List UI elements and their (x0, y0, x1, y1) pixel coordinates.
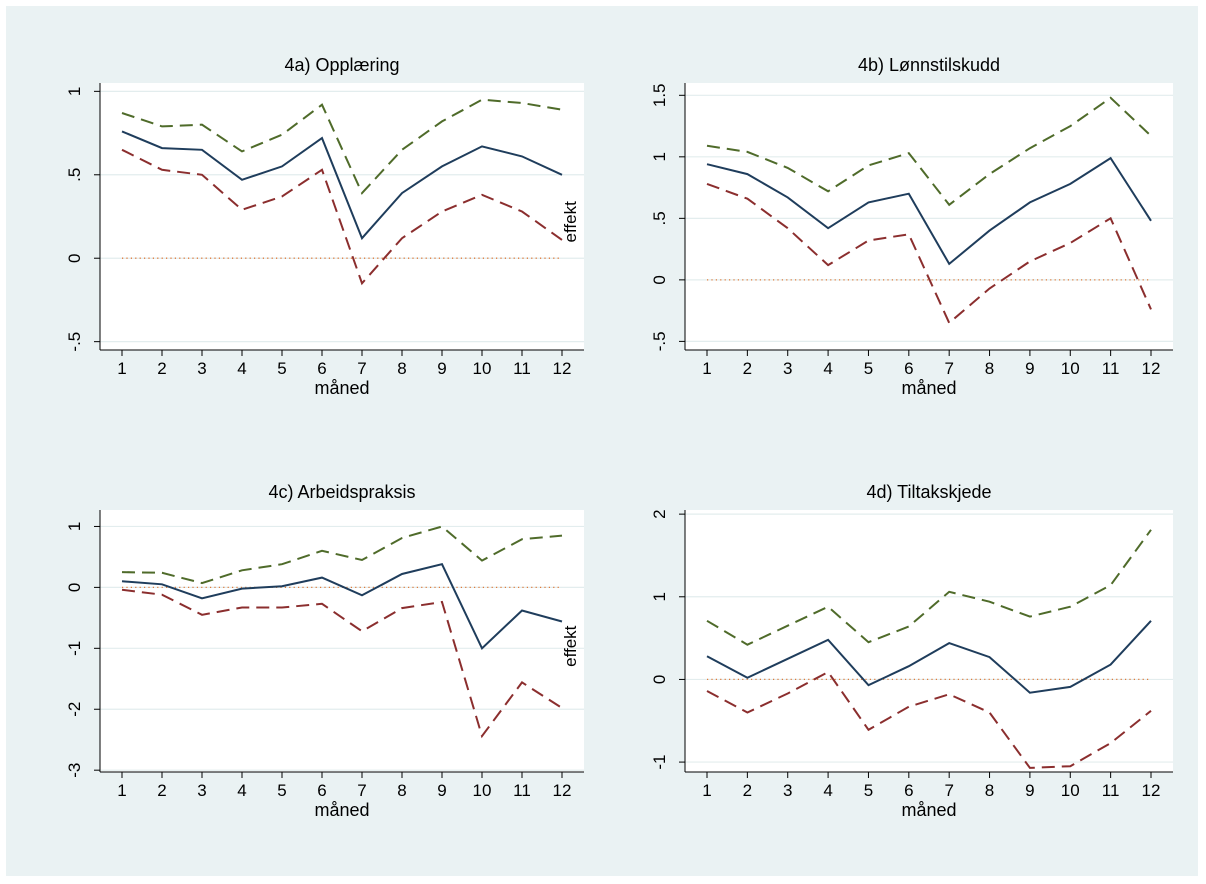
x-tick-label-4-10: 10 (1061, 781, 1080, 800)
figure-background: -.5 0.5 1 1 2 3 4 5 6 7 8 9 10 11 12 4a) Opplæring måned… (6, 6, 1198, 876)
x-axis-label-2: måned (901, 378, 956, 398)
series-lower-line-1 (121, 148, 563, 286)
y-tick-label-1-1: -.5 (65, 332, 84, 352)
x-tick-label-3-10: 10 (473, 781, 492, 800)
plot-area-1 (100, 83, 584, 350)
x-tick-label-1-8: 8 (397, 359, 406, 378)
y-tick-label-2-3: .5 (650, 211, 669, 225)
x-tick-label-4-12: 12 (1142, 781, 1161, 800)
x-tick-label-4-11: 11 (1102, 781, 1120, 800)
x-tick-label-2-3: 3 (783, 359, 792, 378)
y-tick-label-3-3: -1 (65, 641, 84, 656)
x-tick-label-4-2: 2 (743, 781, 752, 800)
x-tick-label-4-7: 7 (944, 781, 953, 800)
series-effect-line-1 (121, 130, 563, 241)
series-effect-line-4 (706, 620, 1152, 694)
series-upper-line-3 (121, 525, 563, 585)
x-tick-label-4-4: 4 (823, 781, 832, 800)
x-tick-label-1-7: 7 (357, 359, 366, 378)
x-tick-label-1-3: 3 (197, 359, 206, 378)
x-tick-label-2-12: 12 (1142, 359, 1161, 378)
y-tick-label-2-5: 1.5 (650, 83, 669, 107)
series-effect-line-2 (706, 156, 1152, 266)
x-tick-label-3-1: 1 (117, 781, 126, 800)
x-tick-label-1-11: 11 (513, 359, 531, 378)
x-tick-label-3-8: 8 (397, 781, 406, 800)
y-tick-label-1-3: .5 (65, 168, 84, 182)
x-tick-label-4-1: 1 (702, 781, 711, 800)
x-tick-label-3-5: 5 (277, 781, 286, 800)
chart-title-2: 4b) Lønnstilskudd (858, 55, 1000, 75)
y-tick-label-2-4: 1 (650, 152, 669, 161)
x-tick-label-4-5: 5 (864, 781, 873, 800)
x-tick-label-1-10: 10 (473, 359, 492, 378)
x-tick-label-3-12: 12 (553, 781, 572, 800)
y-tick-label-4-3: 1 (650, 592, 669, 601)
y-tick-label-3-2: -2 (65, 702, 84, 717)
x-tick-label-1-2: 2 (157, 359, 166, 378)
x-tick-label-2-8: 8 (985, 359, 994, 378)
chart-title-3: 4c) Arbeidspraksis (268, 482, 415, 502)
x-tick-label-3-3: 3 (197, 781, 206, 800)
x-tick-label-1-4: 4 (237, 359, 246, 378)
chart-title-1: 4a) Opplæring (284, 55, 399, 75)
x-tick-label-2-7: 7 (944, 359, 953, 378)
annotation-label-3: effekt (561, 625, 580, 667)
x-tick-label-2-11: 11 (1102, 359, 1120, 378)
y-tick-label-1-4: 1 (65, 87, 84, 96)
series-upper-line-1 (121, 98, 563, 195)
x-tick-label-4-3: 3 (783, 781, 792, 800)
plot-area-3 (100, 510, 584, 772)
y-tick-label-2-2: 0 (650, 275, 669, 284)
x-tick-label-1-12: 12 (553, 359, 572, 378)
series-upper-line-4 (706, 529, 1152, 646)
x-tick-label-3-7: 7 (357, 781, 366, 800)
x-tick-label-2-9: 9 (1025, 359, 1034, 378)
y-tick-label-3-1: -3 (65, 763, 84, 778)
x-tick-label-1-9: 9 (437, 359, 446, 378)
x-tick-label-2-1: 1 (702, 359, 711, 378)
series-lower-line-3 (121, 588, 563, 739)
series-lower-line-2 (706, 182, 1152, 325)
x-tick-label-4-9: 9 (1025, 781, 1034, 800)
x-tick-label-3-9: 9 (437, 781, 446, 800)
series-effect-line-3 (121, 563, 563, 650)
x-tick-label-4-6: 6 (904, 781, 913, 800)
x-tick-label-2-10: 10 (1061, 359, 1080, 378)
x-tick-label-1-6: 6 (317, 359, 326, 378)
chart-title-4: 4d) Tiltakskjede (866, 482, 991, 502)
series-lower-line-4 (706, 670, 1152, 769)
annotation-label-1: effekt (561, 201, 580, 243)
x-tick-label-3-11: 11 (513, 781, 531, 800)
plot-area-4 (685, 510, 1173, 772)
x-tick-label-3-6: 6 (317, 781, 326, 800)
x-axis-label-1: måned (314, 378, 369, 398)
x-tick-label-2-5: 5 (864, 359, 873, 378)
x-tick-label-2-4: 4 (823, 359, 832, 378)
y-tick-label-3-5: 1 (65, 522, 84, 531)
x-tick-label-3-4: 4 (237, 781, 246, 800)
x-axis-label-4: måned (901, 800, 956, 820)
y-tick-label-3-4: 0 (65, 583, 84, 592)
x-tick-label-4-8: 8 (985, 781, 994, 800)
x-tick-label-1-5: 5 (277, 359, 286, 378)
y-tick-label-4-1: -1 (650, 755, 669, 770)
x-tick-label-3-2: 2 (157, 781, 166, 800)
x-axis-label-3: måned (314, 800, 369, 820)
x-tick-label-1-1: 1 (117, 359, 126, 378)
x-tick-label-2-6: 6 (904, 359, 913, 378)
y-tick-label-4-2: 0 (650, 675, 669, 684)
y-tick-label-4-4: 2 (650, 509, 669, 518)
y-tick-label-2-1: -.5 (650, 331, 669, 351)
plot-area-2 (685, 83, 1173, 350)
x-tick-label-2-2: 2 (743, 359, 752, 378)
y-tick-label-1-2: 0 (65, 253, 84, 262)
